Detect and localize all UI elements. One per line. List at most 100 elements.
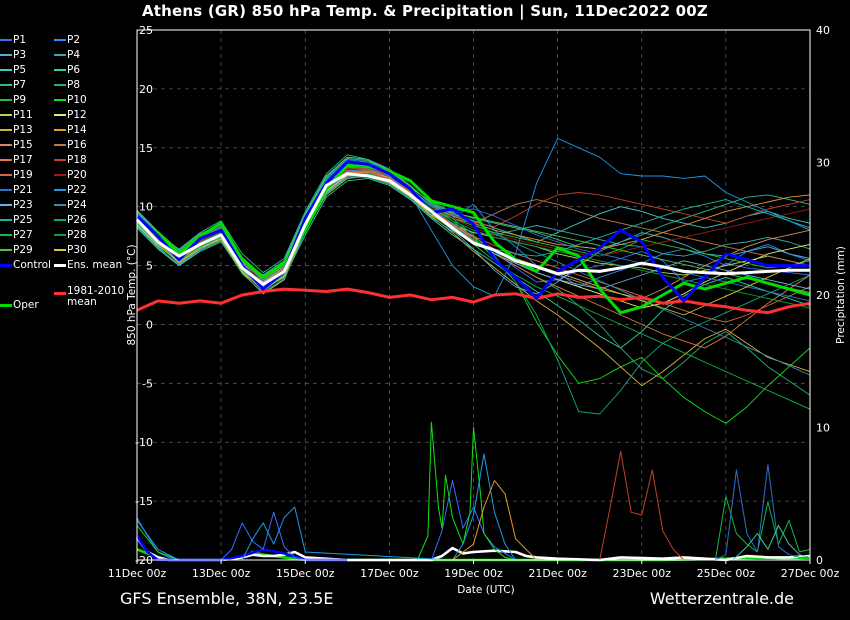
legend-swatch [54, 84, 66, 86]
legend-swatch [54, 291, 66, 295]
legend-label: P11 [13, 109, 33, 121]
legend-item-oper: Oper [0, 298, 39, 312]
legend-swatch [54, 263, 66, 267]
legend-swatch [54, 114, 66, 116]
legend-item-p11: P11 [0, 108, 33, 122]
legend-label: P6 [67, 64, 81, 76]
legend-swatch [0, 159, 12, 161]
legend-label: P9 [13, 94, 27, 106]
legend-item-p16: P16 [54, 138, 87, 152]
precip-line-p10 [136, 421, 810, 561]
y-tick-label: -15 [135, 495, 153, 508]
x-axis-label: Date (UTC) [457, 584, 514, 596]
x-tick-label: 15Dec 00z [276, 567, 335, 580]
legend-item-p7: P7 [0, 78, 26, 92]
legend-swatch [54, 174, 66, 176]
legend-label: P18 [67, 154, 87, 166]
y-tick-label: 20 [139, 83, 153, 96]
legend-label: P13 [13, 124, 33, 136]
x-tick-label: 13Dec 00z [192, 567, 251, 580]
legend-label: P29 [13, 244, 33, 256]
legend-swatch [0, 69, 12, 71]
legend-swatch [0, 99, 12, 101]
legend-item-p30: P30 [54, 243, 87, 257]
legend-item-p28: P28 [54, 228, 87, 242]
legend-item-p15: P15 [0, 138, 33, 152]
legend-label: P26 [67, 214, 87, 226]
x-tick-label: 23Dec 00z [612, 567, 671, 580]
y-tick-label: -20 [135, 554, 153, 567]
legend-swatch [54, 129, 66, 131]
legend-item-control: Control [0, 258, 51, 272]
series-line-p29 [136, 157, 811, 294]
legend-label: P15 [13, 139, 33, 151]
legend-label: P19 [13, 169, 33, 181]
legend-item-p27: P27 [0, 228, 33, 242]
series-line-1981-2010-mean [136, 287, 811, 315]
model-info: GFS Ensemble, 38N, 23.5E [120, 589, 334, 608]
y-tick-label: 5 [146, 260, 153, 273]
legend-item-p5: P5 [0, 63, 26, 77]
chart-title: Athens (GR) 850 hPa Temp. & Precipitatio… [142, 2, 708, 20]
legend-label: Ens. mean [67, 259, 123, 271]
legend-swatch [54, 99, 66, 101]
legend-item-1981-2010-mean: 1981-2010 mean [54, 286, 124, 308]
legend-label: P28 [67, 229, 87, 241]
y-tick-label: 0 [146, 318, 153, 331]
legend-item-p23: P23 [0, 198, 33, 212]
legend-swatch [54, 54, 66, 56]
legend-item-p14: P14 [54, 123, 87, 137]
legend-swatch [54, 144, 66, 146]
legend-label: P25 [13, 214, 33, 226]
legend-item-p1: P1 [0, 33, 26, 47]
y-tick-label: -5 [142, 377, 153, 390]
legend-label: P10 [67, 94, 87, 106]
legend-item-ens-mean: Ens. mean [54, 258, 122, 272]
legend-label: P12 [67, 109, 87, 121]
legend-swatch [54, 189, 66, 191]
legend-swatch [0, 189, 12, 191]
legend-label: P23 [13, 199, 33, 211]
legend-swatch [54, 39, 66, 41]
x-tick-label: 25Dec 00z [697, 567, 756, 580]
legend-item-p8: P8 [54, 78, 80, 92]
legend-swatch [0, 114, 12, 116]
legend-item-p12: P12 [54, 108, 87, 122]
legend-label: P21 [13, 184, 33, 196]
precip-line-p18 [599, 450, 810, 561]
y2-tick-label: 10 [816, 422, 830, 435]
legend-item-p13: P13 [0, 123, 33, 137]
y-axis-label: 850 hPa Temp. (°C) [126, 244, 138, 345]
legend-label: Oper [13, 299, 39, 311]
legend-swatch [54, 234, 66, 236]
legend-label: P5 [13, 64, 27, 76]
series-line-p7 [136, 154, 811, 274]
legend-item-p3: P3 [0, 48, 26, 62]
legend-swatch [0, 303, 12, 307]
x-tick-label: 17Dec 00z [360, 567, 419, 580]
y-tick-label: 15 [139, 142, 153, 155]
legend-item-p17: P17 [0, 153, 33, 167]
legend-label: P4 [67, 49, 81, 61]
legend-item-p4: P4 [54, 48, 80, 62]
legend-item-p21: P21 [0, 183, 33, 197]
legend-swatch [0, 39, 12, 41]
series-line-p18 [136, 167, 811, 284]
precipitation-series [135, 421, 811, 562]
x-tick-label: 27Dec 00z [781, 567, 840, 580]
legend-item-p10: P10 [54, 93, 87, 107]
legend-item-p25: P25 [0, 213, 33, 227]
legend-swatch [0, 174, 12, 176]
legend-swatch [54, 219, 66, 221]
y-tick-label: -10 [135, 436, 153, 449]
legend-item-p22: P22 [54, 183, 87, 197]
legend-swatch [0, 129, 12, 131]
legend-swatch [0, 249, 12, 251]
legend-item-p19: P19 [0, 168, 33, 182]
legend-label: P24 [67, 199, 87, 211]
axes: -20 -15 -10 -5 0 5 10 15 20 25 0 10 20 30 40 11Dec 00z 1… [108, 24, 840, 580]
legend-label: P27 [13, 229, 33, 241]
legend-label: P1 [13, 34, 27, 46]
y-tick-label: 10 [139, 201, 153, 214]
legend-label: P2 [67, 34, 81, 46]
